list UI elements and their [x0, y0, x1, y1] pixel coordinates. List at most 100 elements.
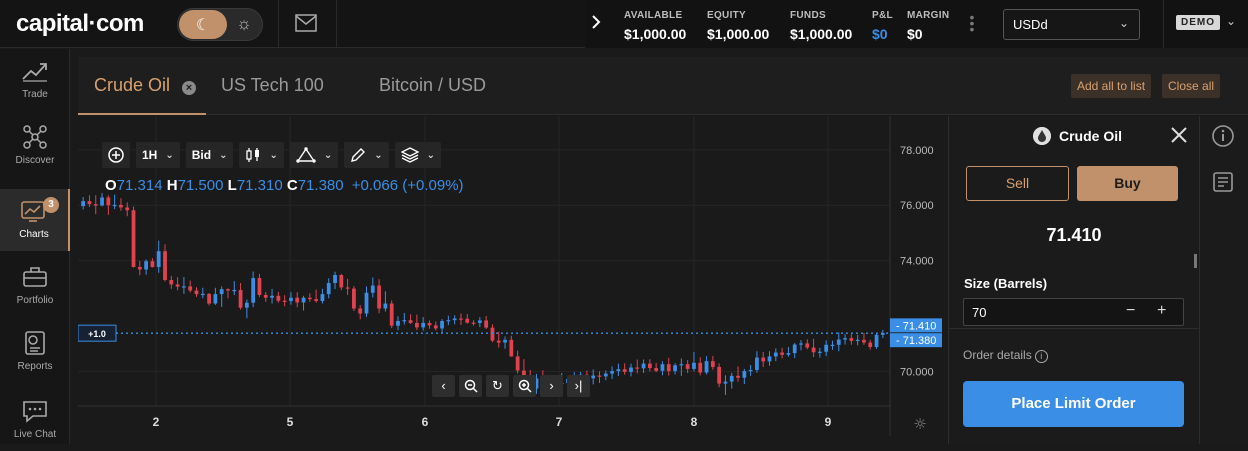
plus-circle-icon — [108, 147, 124, 163]
sidebar-item-label: Portfolio — [16, 295, 54, 306]
candle — [182, 286, 186, 288]
sun-icon[interactable]: ☼ — [236, 14, 252, 33]
candle — [295, 297, 300, 303]
candle — [679, 364, 684, 366]
candle — [666, 364, 671, 372]
y-tick-label: 76.000 — [900, 200, 934, 212]
candle — [251, 278, 256, 303]
candle — [629, 367, 633, 372]
candle — [811, 347, 816, 353]
sidebar-item-live-chat[interactable]: Live Chat — [0, 389, 70, 451]
y-tick-label: 74.000 — [900, 256, 934, 268]
tab-bitcoin-usd[interactable]: Bitcoin / USD — [379, 75, 487, 95]
drawing-tools-select[interactable]: ⌄ — [289, 142, 339, 168]
gear-icon[interactable]: ☼ — [913, 415, 926, 433]
layers-select[interactable]: ⌄ — [394, 142, 442, 168]
sidebar-item-discover[interactable]: Discover — [0, 115, 70, 177]
scroll-left-button[interactable]: ‹ — [432, 375, 455, 397]
close-icon[interactable] — [1170, 124, 1188, 150]
candle — [515, 356, 520, 371]
scroll-right-button[interactable]: › — [540, 375, 563, 397]
candle — [742, 371, 747, 378]
stat-label: EQUITY — [707, 10, 747, 21]
sidebar-item-charts[interactable]: 3 Charts — [0, 189, 70, 251]
candle — [175, 284, 180, 287]
size-input[interactable]: 70 — [963, 298, 1184, 326]
pencil-icon — [351, 148, 366, 162]
news-icon[interactable] — [1211, 170, 1235, 194]
place-order-button[interactable]: Place Limit Order — [963, 381, 1184, 427]
candle — [723, 381, 728, 384]
zoom-out-button[interactable] — [459, 375, 482, 397]
logo[interactable]: capital·com — [16, 10, 144, 37]
theme-toggle[interactable]: ☾ ☼ — [177, 8, 263, 41]
candle — [729, 375, 734, 382]
stat-margin: MARGIN $0 — [907, 10, 949, 42]
info-icon[interactable]: i — [1034, 350, 1048, 363]
candle — [836, 339, 841, 345]
candle — [446, 320, 451, 322]
low-label: L — [227, 177, 237, 194]
zoom-in-button[interactable] — [513, 375, 536, 397]
currency-select[interactable]: USDd ⌄ — [1003, 9, 1140, 40]
sell-button[interactable]: Sell — [966, 166, 1069, 201]
candle — [465, 318, 470, 323]
sidebar-item-portfolio[interactable]: Portfolio — [0, 255, 70, 317]
info-circle-icon[interactable] — [1211, 124, 1235, 148]
candle — [364, 292, 369, 314]
close-icon[interactable]: × — [182, 81, 196, 95]
candle — [383, 303, 388, 309]
sidebar-item-reports[interactable]: Reports — [0, 321, 70, 383]
candle — [358, 308, 363, 314]
candle — [717, 366, 722, 384]
mail-icon[interactable] — [295, 14, 317, 37]
candle — [333, 275, 337, 284]
size-label: Size (Barrels) — [964, 276, 1048, 291]
add-indicator-button[interactable] — [102, 142, 130, 168]
interval-select[interactable]: 1H ⌄ — [136, 142, 180, 168]
more-vertical-icon[interactable]: • • • — [969, 9, 975, 37]
chevron-right-icon[interactable] — [591, 14, 601, 35]
tab-us-tech-100[interactable]: US Tech 100 — [221, 75, 324, 95]
chevron-down-icon: ⌄ — [165, 149, 174, 161]
stat-value: $0 — [872, 26, 888, 42]
decrease-size-button[interactable]: − — [1126, 302, 1136, 319]
scroll-to-latest-button[interactable]: ›| — [567, 375, 590, 397]
ask-price-tag — [890, 318, 942, 333]
candle — [213, 294, 218, 304]
tab-crude-oil[interactable]: Crude Oil — [94, 75, 171, 95]
candle — [654, 368, 659, 371]
sidebar-item-label: Reports — [17, 361, 53, 372]
candle — [326, 283, 331, 295]
candle — [855, 339, 860, 342]
candle — [270, 295, 274, 298]
candle — [200, 293, 205, 296]
candle — [673, 365, 677, 372]
candlestick-chart[interactable]: 78.000 76.000 74.000 70.000 2 5 6 7 8 9 +1.0 - 71.4… — [78, 116, 946, 436]
candle — [496, 340, 501, 343]
chevron-down-icon[interactable]: ⌄ — [1226, 14, 1237, 28]
candle — [773, 352, 778, 357]
moon-icon[interactable]: ☾ — [179, 10, 227, 39]
chart-area[interactable]: 78.000 76.000 74.000 70.000 2 5 6 7 8 9 +1.0 - 71.4… — [78, 116, 946, 436]
sidebar-item-trade[interactable]: Trade — [0, 49, 70, 111]
buy-button[interactable]: Buy — [1077, 166, 1178, 201]
candle — [112, 204, 117, 207]
price-type-select[interactable]: Bid ⌄ — [185, 142, 234, 168]
candle — [748, 370, 753, 372]
chevron-down-icon: ⌄ — [269, 149, 278, 161]
zoom-out-icon — [464, 379, 478, 393]
chart-type-select[interactable]: ⌄ — [239, 142, 284, 168]
order-details-toggle[interactable]: Order details i — [963, 348, 1048, 363]
annotation-select[interactable]: ⌄ — [344, 142, 389, 168]
scrollbar[interactable] — [1194, 254, 1197, 268]
increase-size-button[interactable]: + — [1157, 302, 1167, 319]
reset-button[interactable]: ↻ — [486, 375, 509, 397]
x-tick-label: 9 — [825, 415, 832, 429]
price-type-value: Bid — [191, 148, 212, 162]
candle — [207, 293, 211, 304]
add-all-to-list-button[interactable]: Add all to list — [1071, 74, 1152, 98]
close-all-button[interactable]: Close all — [1162, 74, 1221, 98]
stat-label: FUNDS — [790, 10, 826, 21]
demo-badge[interactable]: DEMO — [1176, 15, 1220, 30]
